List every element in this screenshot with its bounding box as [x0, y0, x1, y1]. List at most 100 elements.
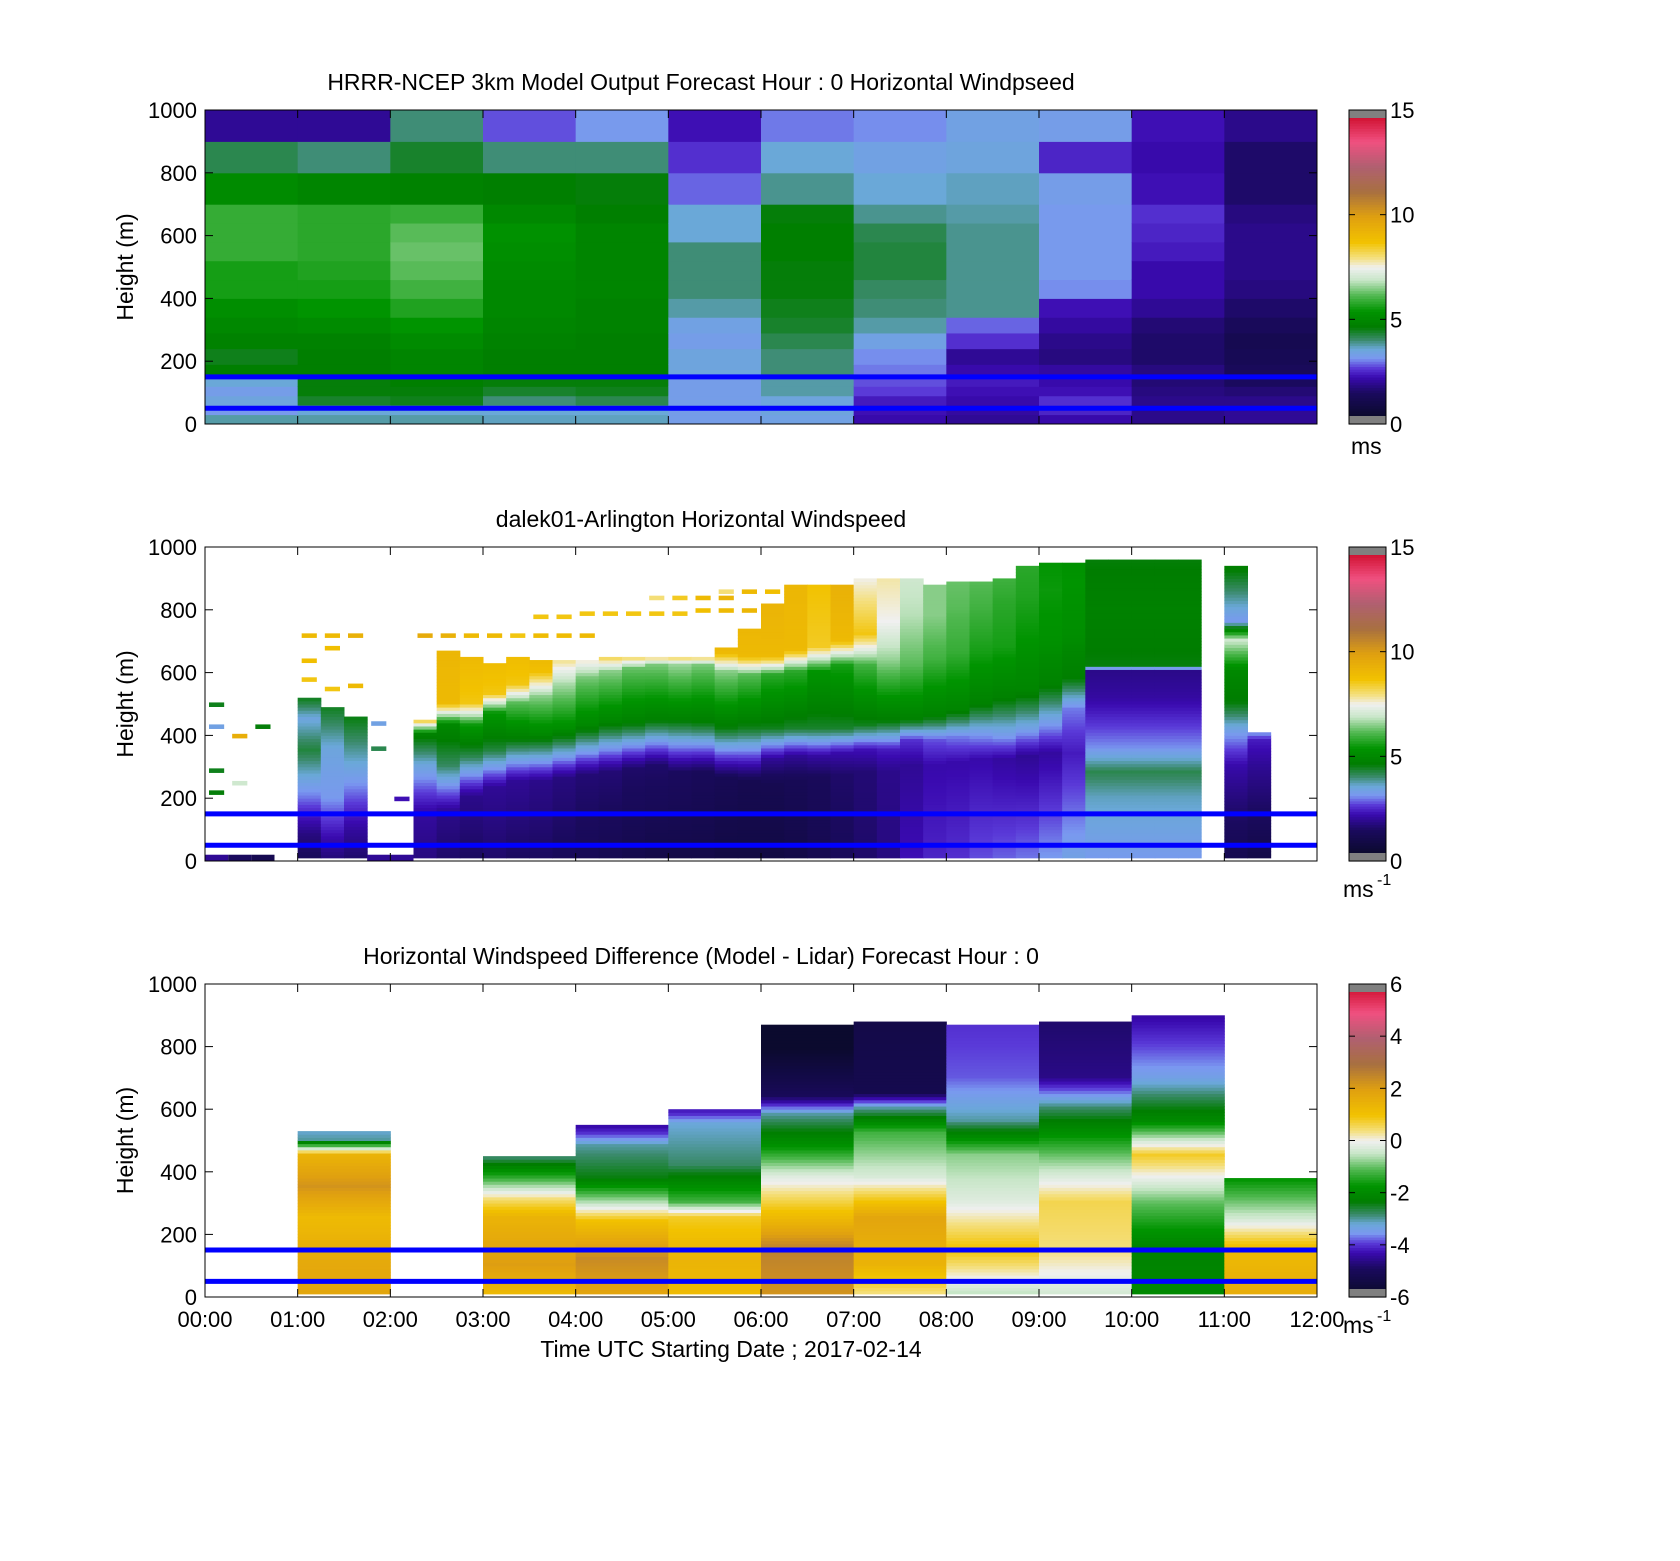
difference-cell — [853, 1184, 947, 1188]
lidar-cell — [1085, 791, 1109, 796]
difference-cell — [1131, 1043, 1225, 1048]
lidar-cell — [876, 738, 901, 743]
lidar-cell — [1085, 854, 1109, 859]
difference-cell — [1039, 1256, 1133, 1260]
lidar-cell — [876, 710, 901, 714]
lidar-cell — [552, 678, 577, 683]
lidar-cell — [1154, 609, 1179, 614]
colorbar-swatch — [1349, 369, 1386, 373]
lidar-cell — [761, 763, 785, 768]
lidar-cell — [1015, 675, 1040, 680]
lidar-cell — [297, 729, 322, 733]
lidar-cell — [645, 785, 669, 790]
lidar-cell — [506, 832, 530, 837]
lidar-cell — [622, 798, 646, 802]
lidar-cell — [459, 829, 484, 834]
difference-cell — [297, 1168, 391, 1173]
lidar-cell — [348, 683, 364, 689]
lidar-cell — [830, 647, 855, 652]
lidar-cell — [668, 820, 692, 824]
lidar-cell — [413, 779, 438, 783]
lidar-cell — [645, 835, 669, 840]
lidar-cell — [1131, 719, 1156, 724]
lidar-cell — [876, 660, 901, 664]
lidar-cell — [714, 647, 739, 652]
lidar-cell — [1085, 669, 1109, 674]
lidar-cell — [1015, 779, 1040, 783]
difference-cell — [853, 1112, 947, 1116]
lidar-cell — [1039, 669, 1063, 674]
lidar-cell — [714, 663, 739, 667]
lidar-cell — [946, 631, 970, 636]
lidar-cell — [297, 769, 322, 774]
difference-cell — [853, 1253, 947, 1257]
lidar-cell — [946, 669, 970, 674]
lidar-cell — [691, 839, 716, 843]
lidar-cell — [622, 688, 646, 692]
colorbar-swatch — [1349, 790, 1386, 794]
lidar-cell — [900, 851, 924, 856]
lidar-cell — [923, 732, 947, 736]
colorbar-swatch — [1349, 301, 1386, 305]
difference-cell — [575, 1225, 669, 1229]
colorbar-swatch — [1349, 324, 1386, 328]
lidar-cell — [1154, 628, 1179, 633]
difference-cell — [853, 1118, 947, 1123]
lidar-cell — [1039, 729, 1063, 733]
lidar-cell — [853, 754, 878, 758]
difference-cell — [575, 1221, 669, 1226]
lidar-cell — [691, 738, 716, 743]
lidar-cell — [1154, 587, 1179, 592]
lidar-cell — [645, 729, 669, 733]
difference-cell — [761, 1218, 855, 1223]
difference-cell — [1131, 1143, 1225, 1148]
lidar-cell — [598, 675, 623, 680]
lidar-cell — [784, 763, 808, 768]
lidar-cell — [946, 832, 970, 837]
lidar-cell — [969, 581, 994, 586]
lidar-cell — [459, 725, 484, 730]
lidar-cell — [1062, 839, 1086, 843]
lidar-cell — [209, 790, 225, 795]
lidar-cell — [529, 848, 553, 853]
lidar-cell — [830, 757, 855, 762]
difference-cell — [853, 1159, 947, 1163]
lidar-cell — [1131, 713, 1156, 718]
lidar-cell — [529, 710, 553, 714]
lidar-cell — [900, 678, 924, 683]
colorbar-swatch — [1349, 136, 1386, 140]
heatmap-cell — [1224, 332, 1318, 350]
difference-cell — [946, 1199, 1040, 1204]
colorbar-swatch — [1349, 1109, 1386, 1113]
colorbar-swatch — [1349, 308, 1386, 313]
difference-cell — [1039, 1228, 1133, 1232]
colorbar-tick-label: -2 — [1390, 1181, 1410, 1206]
lidar-cell — [320, 754, 345, 758]
difference-cell — [1039, 1030, 1133, 1035]
difference-cell — [761, 1081, 855, 1085]
lidar-cell — [529, 785, 553, 790]
lidar-cell — [1131, 638, 1156, 642]
lidar-cell — [876, 612, 901, 617]
lidar-cell — [691, 713, 716, 718]
difference-cell — [946, 1243, 1040, 1248]
x-tick-label: 07:00 — [826, 1307, 881, 1332]
lidar-cell — [784, 694, 808, 699]
lidar-cell — [645, 854, 669, 859]
lidar-cell — [1131, 747, 1156, 752]
lidar-cell — [483, 798, 507, 802]
colorbar-swatch — [1349, 1200, 1386, 1204]
lidar-cell — [807, 682, 831, 686]
lidar-cell — [1178, 581, 1202, 586]
colorbar-swatch — [1349, 662, 1386, 666]
lidar-cell — [251, 854, 275, 861]
lidar-cell — [645, 820, 669, 824]
lidar-cell — [529, 791, 553, 796]
lidar-cell — [876, 751, 901, 755]
lidar-cell — [946, 628, 970, 633]
difference-cell — [761, 1065, 855, 1070]
lidar-cell — [668, 751, 692, 755]
lidar-cell — [714, 685, 739, 689]
difference-cell — [1039, 1237, 1133, 1242]
lidar-cell — [1062, 760, 1086, 765]
